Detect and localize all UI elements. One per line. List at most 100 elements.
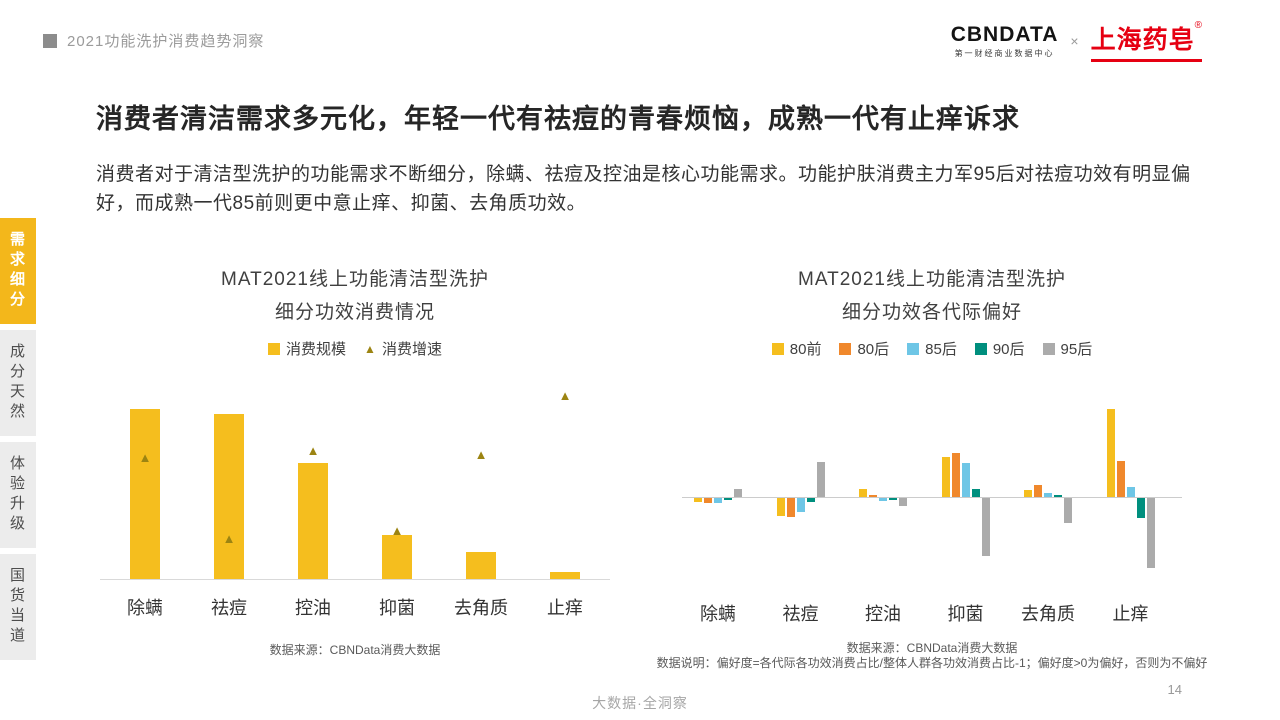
square-marker-icon [974,342,987,355]
bar-除螨-90后 [724,498,732,500]
square-marker-icon [771,342,784,355]
category-label-抑菌: 抑菌 [379,598,415,618]
bar-抑菌-85后 [961,463,970,497]
square-marker-icon [1042,342,1055,355]
legend-label: 90后 [992,341,1025,358]
right-chart-zero-line [682,497,1182,498]
bar-祛痘-95后 [816,462,825,497]
report-breadcrumb: 2021功能洗护消费趋势洞察 [67,33,265,50]
page-title: 消费者清洁需求多元化，年轻一代有祛痘的青春烦恼，成熟一代有止痒诉求 [96,104,1020,134]
legend-item-消费增速: ▲ 消费增速 [364,338,442,359]
category-label-祛痘: 祛痘 [211,598,247,618]
sidebar-item-domestic-brands[interactable]: 国货当道 [0,554,36,660]
bar-控油-90后 [889,498,897,500]
growth-marker-止痒: ▲ [558,388,572,403]
legend-label: 80前 [789,341,822,358]
bar-祛痘-80前 [776,498,785,516]
category-label-去角质: 去角质 [454,598,508,618]
bar-祛痘 [214,414,244,579]
bar-祛痘-80后 [786,498,795,517]
bar-除螨-80前 [694,498,702,502]
registered-mark-icon: ® [1194,20,1202,31]
right-chart-note: 数据说明：偏好度=各代际各功效消费占比/整体人群各功效消费占比-1；偏好度>0为… [656,656,1208,670]
legend-item-95后: 95后 [1042,338,1093,359]
left-chart-subtitle: 细分功效消费情况 [274,302,435,323]
bar-控油-80后 [869,495,877,497]
legend-label: 85后 [925,341,957,358]
legend-label: 80后 [857,341,890,358]
bar-抑菌-95后 [981,498,990,556]
triangle-marker-icon: ▲ [364,341,376,356]
bar-抑菌 [382,534,412,579]
shanghai-soap-logo: 上海药皂® [1090,20,1202,62]
left-chart-legend: 消费规模 ▲ 消费增速 [100,338,610,359]
square-marker-icon [907,342,920,355]
sidebar-item-natural-ingredients[interactable]: 成分天然 [0,330,36,436]
bar-去角质 [466,551,496,579]
legend-item-90后: 90后 [974,338,1025,359]
bar-去角质-85后 [1044,493,1052,497]
legend-item-80后: 80后 [839,338,889,359]
right-chart-title: MAT2021线上功能清洁型洗护 [798,269,1066,290]
cbndata-logo-text: CBNDATA [950,22,1059,46]
category-label-祛痘: 祛痘 [782,604,819,624]
category-label-去角质: 去角质 [1021,604,1075,624]
bar-去角质-90后 [1054,495,1062,497]
cbndata-logo: CBNDATA 第一财经商业数据中心 [951,23,1059,59]
left-chart-plot: ▲ 除螨 ▲ 祛痘 ▲ 控油 ▲ 抑菌 ▲ 去角质 ▲ 止痒 [100,388,610,618]
legend-label: 95后 [1060,341,1093,358]
bar-止痒-80前 [1106,409,1115,497]
page-number: 14 [1167,682,1182,697]
bar-除螨-85后 [714,498,722,503]
bar-止痒-80后 [1116,461,1125,497]
category-label-控油: 控油 [295,598,331,618]
right-chart-legend: 80前 80后 85后 90后 95后 [682,338,1182,359]
legend-item-消费规模: 消费规模 [268,338,346,359]
top-bar: 2021功能洗护消费趋势洞察 [43,30,264,51]
bar-止痒-95后 [1146,498,1155,568]
bar-止痒-85后 [1126,487,1135,497]
footer-slogan: 大数据·全洞察 [592,695,688,711]
bullet-square-icon [43,33,57,48]
legend-item-85后: 85后 [907,338,957,359]
sidebar-item-experience-upgrade[interactable]: 体验升级 [0,442,36,548]
legend-label: 消费规模 [286,341,347,358]
growth-marker-祛痘: ▲ [222,530,236,546]
bar-抑菌-80后 [951,453,960,497]
category-label-抑菌: 抑菌 [947,604,984,624]
bar-祛痘-90后 [806,498,815,502]
category-label-止痒: 止痒 [1112,604,1149,624]
times-separator: × [1070,33,1079,49]
bar-除螨-80后 [704,498,712,503]
bar-控油-85后 [879,498,887,501]
right-chart-plot: 除螨 祛痘 控油 抑菌 去角质 止痒 [682,388,1182,624]
bar-控油-80前 [859,489,867,497]
bar-除螨-95后 [734,489,742,497]
logo-area: CBNDATA 第一财经商业数据中心 × 上海药皂® [951,20,1202,62]
left-chart-baseline [100,579,610,580]
bar-止痒-90后 [1136,498,1145,518]
bar-去角质-80后 [1034,485,1042,497]
category-label-除螨: 除螨 [700,604,736,624]
bar-止痒 [550,572,580,579]
legend-item-80前: 80前 [771,338,822,359]
left-chart-source: 数据来源：CBNData消费大数据 [269,643,441,657]
bar-除螨 [130,409,160,579]
growth-marker-去角质: ▲ [474,446,488,462]
category-label-除螨: 除螨 [127,598,163,618]
square-marker-icon [268,342,281,355]
growth-marker-抑菌: ▲ [390,523,404,539]
bar-去角质-80前 [1024,490,1032,497]
bar-抑菌-80前 [941,457,950,497]
brand-logo-text: 上海药皂 [1090,26,1195,54]
legend-label: 消费增速 [381,341,442,358]
section-sidebar: 需求细分 成分天然 体验升级 国货当道 [0,218,36,660]
right-chart-source: 数据来源：CBNData消费大数据 [846,641,1018,655]
bar-控油-95后 [899,498,907,506]
category-label-控油: 控油 [865,604,901,624]
cbndata-logo-subtitle: 第一财经商业数据中心 [954,49,1055,59]
bar-去角质-95后 [1064,498,1072,523]
sidebar-item-demand-segmentation[interactable]: 需求细分 [0,218,36,324]
bar-控油 [298,463,328,579]
